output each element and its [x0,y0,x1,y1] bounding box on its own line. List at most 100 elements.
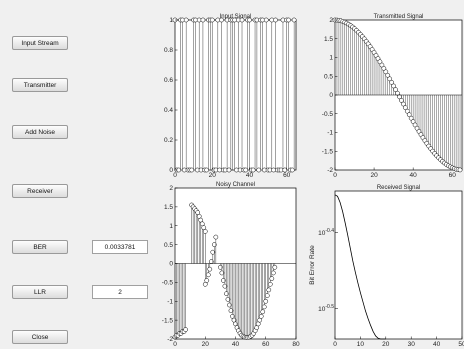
transmitted-marker [387,76,393,82]
y-tick-label: 2 [169,185,173,192]
x-tick-label: 40 [232,341,240,348]
x-tick-label: 0 [173,341,177,348]
x-tick-label: 60 [449,172,457,179]
transmitted-marker [389,80,395,85]
received-title: Received Signal [377,185,420,191]
input-marker [256,167,262,173]
noisy-marker [266,287,272,293]
noisy-marker [272,264,278,270]
x-tick-label: 50 [458,341,464,348]
x-tick-label: 20 [370,172,378,179]
transmitted-marker [385,72,391,78]
llr-button[interactable]: LLR [12,285,68,299]
y-tick-label: 0.5 [164,242,173,249]
input-stream-button[interactable]: Input Stream [12,36,68,50]
y-tick-label: 0 [169,261,173,268]
input-marker [291,17,297,23]
x-tick-label: 30 [408,341,416,348]
noisy-marker [258,314,264,319]
noisy-marker [227,302,232,308]
transmitter-button[interactable]: Transmitter [12,78,68,92]
x-tick-label: 0 [173,172,177,179]
y-tick-label: -2 [167,336,173,343]
input-marker [189,167,195,173]
noisy-marker [205,272,211,278]
y-tick-label: 1 [329,55,333,62]
y-tick-label: 0.5 [324,73,333,80]
y-tick-label: -1 [167,298,173,305]
noisy-marker [202,229,208,234]
x-tick-label: 40 [246,172,254,179]
y-tick-label: -2 [327,167,333,174]
y-tick-label: 2 [329,17,333,24]
y-tick-label: -0.5 [322,111,334,118]
y-tick-label: -1.5 [322,148,334,155]
x-tick-label: 40 [433,341,441,348]
transmitted-title: Transmitted Signal [374,14,424,20]
add-noise-button[interactable]: Add Noise [12,125,68,139]
input-title: Input Signal [220,14,252,20]
x-tick-label: 40 [410,172,418,179]
transmitted-marker [395,90,400,96]
input-marker [200,17,206,23]
input-axes [174,19,297,171]
input-marker [209,17,215,23]
input-marker [226,167,232,173]
x-tick-label: 0 [333,341,337,348]
noisy-marker [267,281,273,287]
received-axes [334,190,463,340]
ber-button[interactable]: BER [12,240,68,254]
x-tick-label: 80 [292,341,300,348]
noisy-marker [270,270,276,276]
y-tick-label: 1 [169,223,173,230]
noisy-title: Noisy Channel [216,182,255,188]
llr-value-field[interactable]: 2 [92,285,148,299]
input-marker [239,17,245,23]
close-button[interactable]: Close [12,330,68,344]
noisy-marker [263,298,269,304]
y-tick-label: 10-0.4 [318,228,334,237]
noisy-marker [269,276,275,281]
transmitted-marker [393,87,398,92]
input-marker [247,17,252,23]
transmitted-marker [383,69,389,75]
x-tick-label: 20 [209,172,217,179]
x-tick-label: 60 [283,172,291,179]
y-tick-label: 1.5 [324,36,333,43]
y-tick-label: 10-0.5 [318,304,334,313]
transmitted-marker [457,167,463,173]
input-marker [289,167,295,173]
y-tick-label: 0 [329,92,333,99]
y-tick-label: -0.5 [162,280,174,287]
noisy-marker [225,297,231,302]
x-tick-label: 20 [202,341,210,348]
noisy-marker [221,278,226,283]
noisy-marker [261,304,267,310]
noisy-marker [218,264,223,270]
y-tick-label: -1 [327,130,333,137]
received-y-label: Bit Error Rate [309,245,316,285]
noisy-marker [204,278,210,283]
input-marker [263,17,269,23]
ber-value-field[interactable]: 0.0033781 [92,240,148,254]
receiver-button[interactable]: Receiver [12,184,68,198]
noisy-marker [207,266,213,272]
y-tick-label: 0 [169,167,173,174]
y-tick-label: 0.4 [164,107,173,114]
noisy-marker [183,327,188,332]
y-tick-label: 0.6 [164,77,173,84]
y-tick-label: 0.8 [164,47,173,54]
noisy-marker [228,308,234,314]
noisy-marker [210,249,216,255]
input-marker [219,17,224,23]
y-tick-label: 1 [169,17,173,24]
noisy-marker [213,234,219,240]
input-marker [183,17,189,23]
x-tick-label: 60 [262,341,270,348]
transmitted-marker [391,83,396,89]
noisy-marker [222,283,228,289]
input-marker [286,17,291,23]
y-tick-label: -1.5 [162,317,174,324]
y-tick-label: 1.5 [164,204,173,211]
